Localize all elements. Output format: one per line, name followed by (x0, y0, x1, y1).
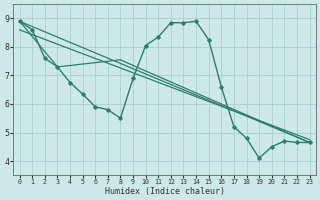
X-axis label: Humidex (Indice chaleur): Humidex (Indice chaleur) (105, 187, 225, 196)
